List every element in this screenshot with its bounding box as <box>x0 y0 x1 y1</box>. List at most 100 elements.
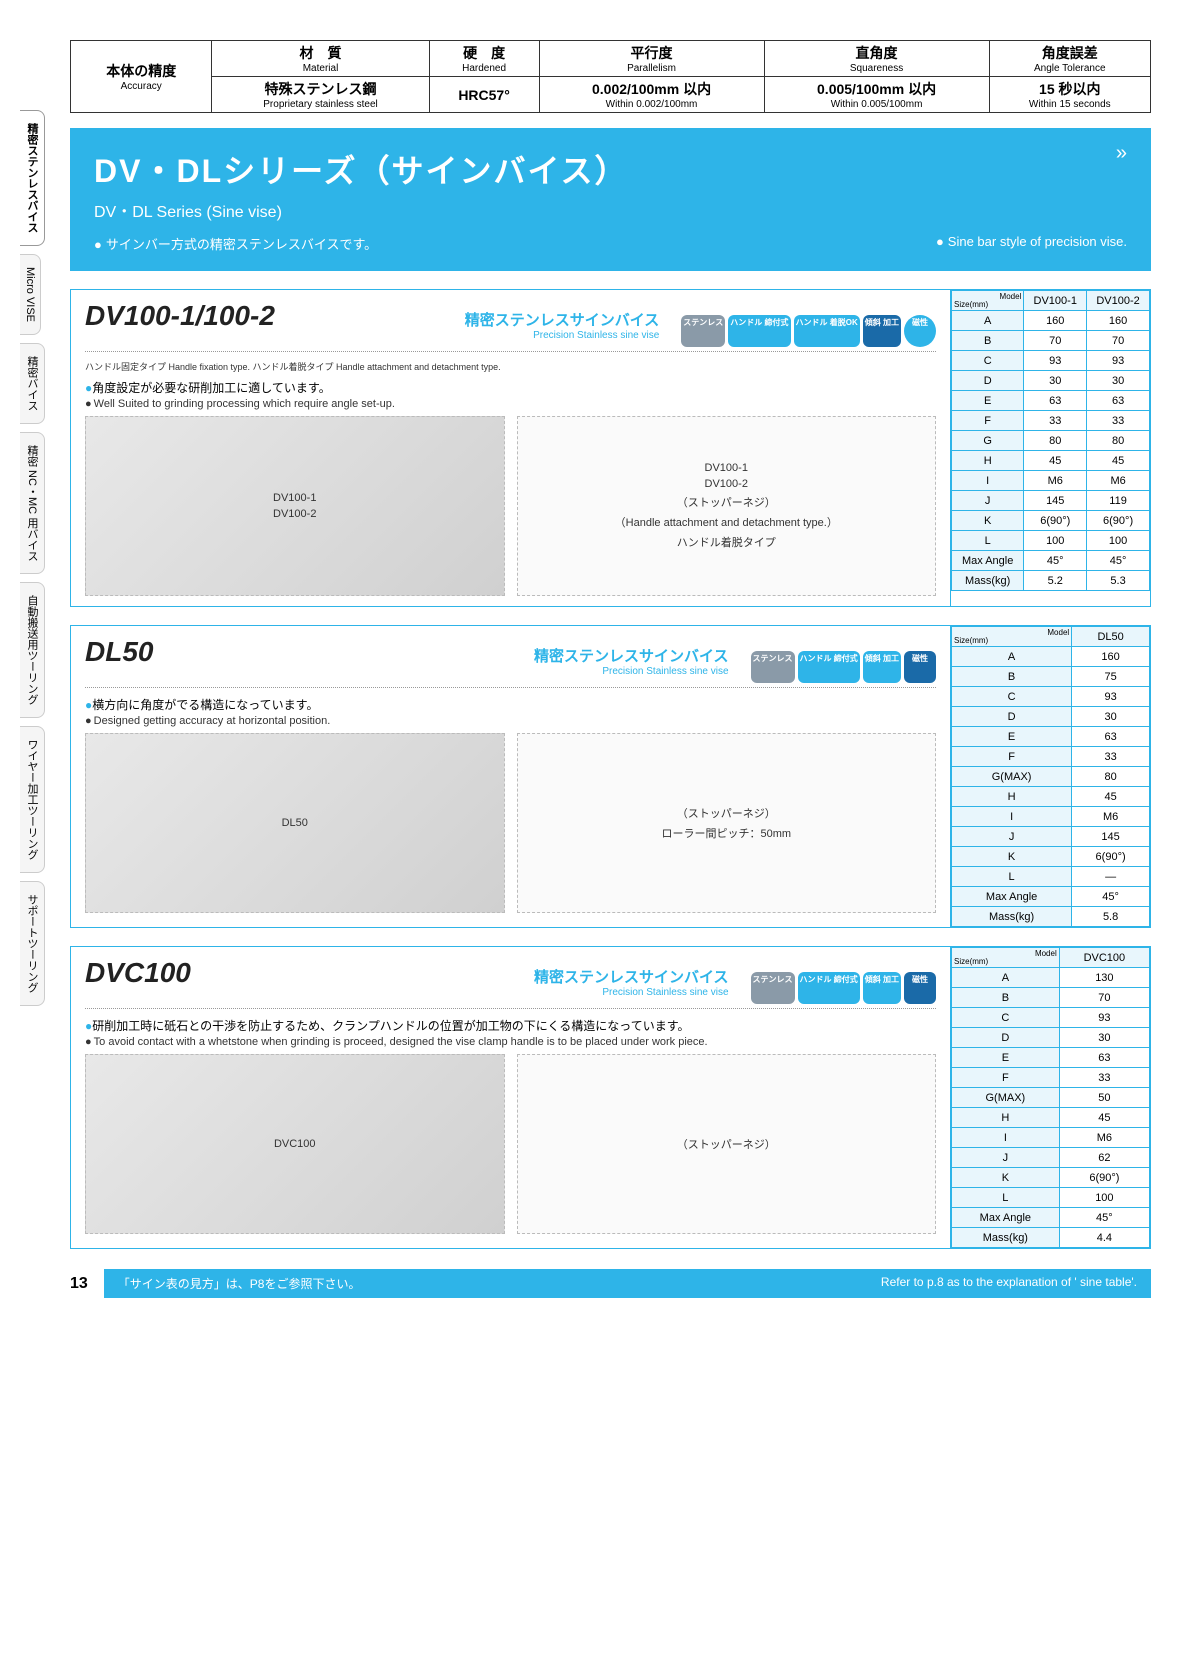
feature-badge: 傾斜 加工 <box>863 315 901 347</box>
spec-value: 6(90°) <box>1087 511 1150 531</box>
accuracy-col-value: 15 秒以内Within 15 seconds <box>989 77 1150 113</box>
accuracy-col-header: 平行度Parallelism <box>539 41 764 77</box>
spec-value: 30 <box>1059 1028 1149 1048</box>
spec-row-label: I <box>952 1128 1060 1148</box>
accuracy-col-header: 直角度Squareness <box>764 41 989 77</box>
spec-row-label: E <box>952 727 1072 747</box>
spec-value: 62 <box>1059 1148 1149 1168</box>
subtype-note: ハンドル固定タイプ Handle fixation type. ハンドル着脱タイ… <box>85 360 936 373</box>
spec-value: 30 <box>1024 371 1087 391</box>
product-desc-en: Designed getting accuracy at horizontal … <box>85 715 936 727</box>
product-subtitle-en: Precision Stainless sine vise <box>534 987 729 998</box>
spec-value: 6(90°) <box>1072 847 1150 867</box>
spec-value: 6(90°) <box>1024 511 1087 531</box>
spec-value: 100 <box>1087 531 1150 551</box>
accuracy-col-value: 0.002/100mm 以内Within 0.002/100mm <box>539 77 764 113</box>
spec-row-label: L <box>952 531 1024 551</box>
spec-row-label: G(MAX) <box>952 1088 1060 1108</box>
side-tab[interactable]: サポートツーリング <box>20 881 45 1006</box>
spec-row-label: F <box>952 747 1072 767</box>
spec-value: 45 <box>1059 1108 1149 1128</box>
accuracy-col-header: 硬 度Hardened <box>429 41 539 77</box>
product-section: DVC100精密ステンレスサインバイスPrecision Stainless s… <box>70 946 1151 1249</box>
footer-note-jp: 「サイン表の見方」は、P8をご参照下さい。 <box>118 1275 361 1292</box>
product-desc-jp: 角度設定が必要な研削加工に適しています。 <box>85 379 936 396</box>
side-tab[interactable]: ワイヤー加工ツーリング <box>20 726 45 873</box>
spec-value: 33 <box>1087 411 1150 431</box>
spec-value: 70 <box>1087 331 1150 351</box>
feature-badge: ステンレス <box>751 651 795 683</box>
spec-row-label: A <box>952 647 1072 667</box>
spec-value: 33 <box>1072 747 1150 767</box>
spec-row-label: H <box>952 451 1024 471</box>
spec-row-label: Max Angle <box>952 1208 1060 1228</box>
spec-row-label: Mass(kg) <box>952 1228 1060 1248</box>
spec-value: 5.8 <box>1072 907 1150 927</box>
spec-row-label: K <box>952 1168 1060 1188</box>
spec-row-label: B <box>952 988 1060 1008</box>
spec-value: 160 <box>1072 647 1150 667</box>
spec-value: 93 <box>1024 351 1087 371</box>
product-photo: DVC100 <box>85 1054 505 1234</box>
spec-value: 33 <box>1059 1068 1149 1088</box>
product-photo: DV100-1DV100-2 <box>85 416 505 596</box>
side-navigation: 精密ステンレスバイス Micro VISE 精密バイス精密 NC・MC 用バイス自動… <box>20 110 50 1014</box>
spec-value: M6 <box>1087 471 1150 491</box>
series-note-jp: サインバー方式の精密ステンレスバイスです。 <box>94 234 377 253</box>
spec-row-label: L <box>952 1188 1060 1208</box>
spec-value: M6 <box>1072 807 1150 827</box>
spec-value: 70 <box>1024 331 1087 351</box>
product-technical-drawing: （ストッパーネジ）ローラー間ピッチ：50mm <box>517 733 937 913</box>
spec-row-label: Max Angle <box>952 887 1072 907</box>
spec-value: 5.2 <box>1024 571 1087 591</box>
spec-model-header: DV100-2 <box>1087 291 1150 311</box>
product-subtitle-en: Precision Stainless sine vise <box>534 666 729 677</box>
spec-row-label: B <box>952 667 1072 687</box>
spec-row-label: Mass(kg) <box>952 571 1024 591</box>
product-photo: DL50 <box>85 733 505 913</box>
series-note-en: Sine bar style of precision vise. <box>936 234 1127 253</box>
product-model: DL50 <box>85 636 153 668</box>
side-tab[interactable]: 自動搬送用ツーリング <box>20 582 45 718</box>
spec-value: 63 <box>1024 391 1087 411</box>
spec-table: ModelSize(mm)DL50A160B75C93D30E63F33G(MA… <box>951 626 1150 927</box>
product-desc-jp: 研削加工時に砥石との干渉を防止するため、クランプハンドルの位置が加工物の下にくる… <box>85 1017 936 1034</box>
spec-row-label: G <box>952 431 1024 451</box>
spec-value: 30 <box>1087 371 1150 391</box>
page-footer: 13 「サイン表の見方」は、P8をご参照下さい。 Refer to p.8 as… <box>70 1269 1151 1298</box>
spec-value: 63 <box>1087 391 1150 411</box>
feature-badge: ハンドル 締付式 <box>728 315 790 347</box>
spec-value: 70 <box>1059 988 1149 1008</box>
spec-table: ModelSize(mm)DVC100A130B70C93D30E63F33G(… <box>951 947 1150 1248</box>
spec-value: 145 <box>1024 491 1087 511</box>
footer-note-en: Refer to p.8 as to the explanation of ' … <box>881 1275 1137 1292</box>
spec-value: 45° <box>1059 1208 1149 1228</box>
spec-value: 80 <box>1087 431 1150 451</box>
spec-value: 80 <box>1072 767 1150 787</box>
spec-row-label: J <box>952 827 1072 847</box>
side-tab[interactable]: 精密バイス <box>20 343 45 424</box>
spec-row-label: J <box>952 1148 1060 1168</box>
side-tab[interactable]: Micro VISE <box>20 254 41 335</box>
product-model: DVC100 <box>85 957 191 989</box>
side-tab[interactable]: 精密 NC・MC 用バイス <box>20 432 45 574</box>
spec-row-label: K <box>952 847 1072 867</box>
accuracy-col-header: 角度誤差Angle Tolerance <box>989 41 1150 77</box>
spec-row-label: C <box>952 687 1072 707</box>
accuracy-col-header: 材 質Material <box>212 41 429 77</box>
product-section: DV100-1/100-2精密ステンレスサインバイスPrecision Stai… <box>70 289 1151 607</box>
spec-row-label: D <box>952 371 1024 391</box>
spec-row-label: I <box>952 807 1072 827</box>
spec-row-label: C <box>952 351 1024 371</box>
side-tab[interactable]: 精密ステンレスバイス <box>20 110 45 246</box>
spec-row-label: I <box>952 471 1024 491</box>
accuracy-table: 本体の精度 Accuracy 材 質Material硬 度Hardened平行度… <box>70 40 1151 113</box>
spec-value: 93 <box>1087 351 1150 371</box>
product-technical-drawing: （ストッパーネジ） <box>517 1054 937 1234</box>
spec-row-label: K <box>952 511 1024 531</box>
series-header: » DV・DLシリーズ（サインバイス） DV・DL Series (Sine v… <box>70 128 1151 271</box>
spec-value: 160 <box>1024 311 1087 331</box>
spec-value: 130 <box>1059 968 1149 988</box>
spec-value: 45 <box>1072 787 1150 807</box>
spec-value: 100 <box>1059 1188 1149 1208</box>
